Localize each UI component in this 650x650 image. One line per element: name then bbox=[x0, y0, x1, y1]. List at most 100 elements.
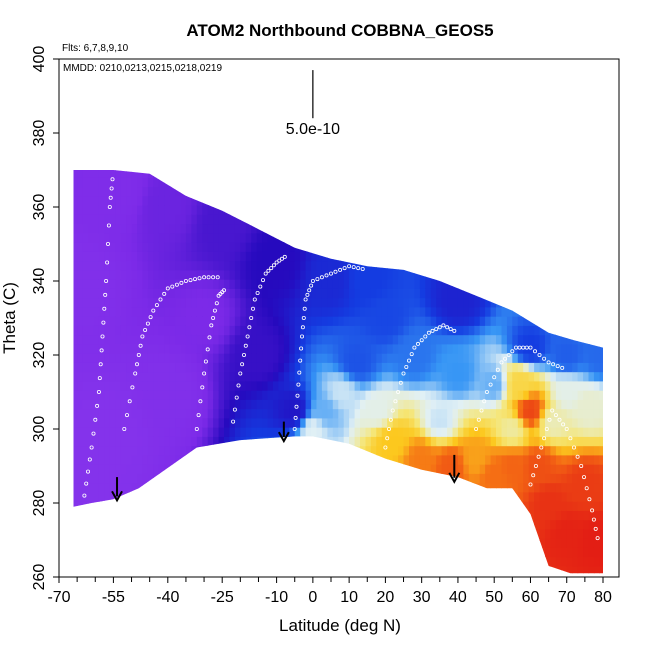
field-cell bbox=[447, 454, 454, 465]
field-cell bbox=[349, 353, 356, 363]
field-cell bbox=[245, 334, 252, 345]
field-cell bbox=[262, 399, 269, 410]
field-cell bbox=[305, 279, 312, 289]
field-cell bbox=[158, 288, 165, 299]
field-cell bbox=[468, 306, 475, 317]
field-cell bbox=[561, 491, 568, 502]
field-cell bbox=[550, 528, 557, 539]
field-cell bbox=[528, 445, 535, 456]
field-cell bbox=[88, 417, 94, 428]
sample-point bbox=[148, 315, 153, 320]
field-cell bbox=[436, 464, 443, 474]
field-cell bbox=[572, 390, 579, 400]
field-cell bbox=[224, 269, 230, 280]
field-cell bbox=[599, 565, 603, 574]
field-cell bbox=[360, 316, 366, 326]
field-cell bbox=[387, 390, 394, 400]
field-cell bbox=[169, 279, 176, 289]
field-cell bbox=[360, 390, 366, 400]
field-cell bbox=[376, 362, 383, 373]
sample-point bbox=[292, 426, 297, 431]
sample-point bbox=[249, 315, 254, 320]
field-cell bbox=[278, 269, 285, 280]
field-cell bbox=[572, 547, 579, 558]
field-cell bbox=[457, 427, 464, 437]
field-cell bbox=[354, 399, 361, 410]
field-cell bbox=[523, 334, 530, 345]
field-cell bbox=[577, 528, 584, 539]
field-cell bbox=[73, 399, 78, 410]
field-cell bbox=[463, 417, 470, 428]
sample-point bbox=[295, 393, 300, 398]
field-cell bbox=[539, 334, 546, 345]
field-cell bbox=[278, 427, 285, 437]
field-cell bbox=[126, 427, 133, 437]
field-cell bbox=[273, 427, 279, 437]
field-cell bbox=[224, 427, 230, 437]
field-cell bbox=[164, 445, 171, 456]
field-cell bbox=[218, 242, 225, 252]
field-cell bbox=[506, 473, 513, 484]
field-cell bbox=[98, 473, 105, 484]
field-cell bbox=[126, 214, 133, 225]
field-cell bbox=[583, 473, 590, 484]
field-cell bbox=[115, 242, 122, 252]
field-cell bbox=[414, 380, 421, 391]
field-cell bbox=[409, 316, 415, 326]
field-cell bbox=[506, 436, 513, 447]
field-cell bbox=[191, 242, 198, 252]
field-cell bbox=[512, 436, 519, 447]
field-cell bbox=[142, 371, 149, 382]
field-cell bbox=[93, 417, 100, 428]
field-cell bbox=[398, 279, 405, 289]
field-cell bbox=[534, 417, 541, 428]
field-cell bbox=[593, 491, 600, 502]
field-cell bbox=[300, 353, 307, 363]
field-cell bbox=[441, 362, 448, 373]
field-cell bbox=[365, 390, 372, 400]
field-cell bbox=[534, 510, 541, 521]
field-cell bbox=[175, 232, 182, 243]
field-cell bbox=[550, 556, 557, 567]
field-cell bbox=[528, 353, 535, 363]
field-cell bbox=[245, 390, 252, 400]
field-cell bbox=[180, 205, 187, 215]
field-cell bbox=[398, 417, 405, 428]
field-cell bbox=[370, 362, 377, 373]
sample-point bbox=[202, 275, 207, 280]
field-cell bbox=[545, 417, 551, 428]
field-cell bbox=[419, 316, 426, 326]
field-cell bbox=[213, 343, 220, 354]
field-cell bbox=[332, 362, 339, 373]
field-cell bbox=[109, 343, 116, 354]
field-cell bbox=[88, 362, 94, 373]
field-cell bbox=[365, 343, 372, 354]
field-cell bbox=[267, 362, 274, 373]
field-cell bbox=[490, 380, 497, 391]
field-cell bbox=[409, 353, 415, 363]
field-cell bbox=[98, 251, 105, 262]
field-cell bbox=[583, 510, 590, 521]
field-cell bbox=[142, 343, 149, 354]
field-cell bbox=[73, 436, 78, 447]
field-cell bbox=[158, 186, 165, 197]
field-cell bbox=[256, 251, 263, 262]
field-cell bbox=[93, 232, 100, 243]
field-cell bbox=[147, 186, 154, 197]
field-cell bbox=[441, 279, 448, 289]
field-cell bbox=[185, 251, 192, 262]
field-cell bbox=[142, 288, 149, 299]
field-cell bbox=[305, 353, 312, 363]
sample-point bbox=[198, 399, 203, 404]
field-cell bbox=[82, 279, 89, 289]
field-cell bbox=[441, 417, 448, 428]
field-cell bbox=[109, 482, 116, 493]
field-cell bbox=[311, 260, 318, 271]
field-cell bbox=[185, 279, 192, 289]
field-cell bbox=[539, 343, 546, 354]
sample-point bbox=[107, 204, 112, 209]
field-cell bbox=[131, 214, 138, 225]
sample-point bbox=[524, 345, 529, 350]
field-cell bbox=[539, 380, 546, 391]
field-cell bbox=[392, 417, 399, 428]
